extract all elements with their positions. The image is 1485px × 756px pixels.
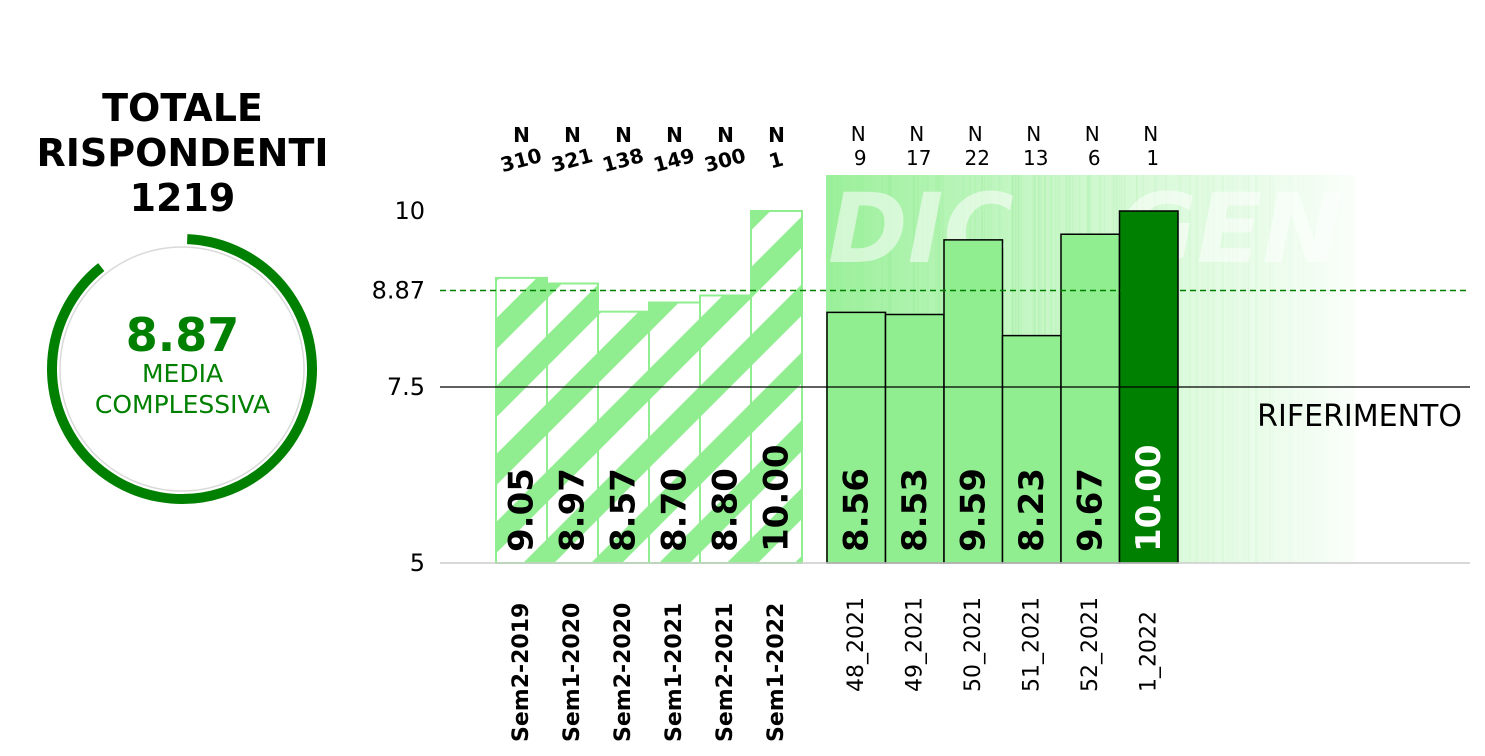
week-value-label: 8.53 [895,468,935,552]
week-n-label: N [1085,122,1100,146]
semester-value-label: 8.97 [553,468,593,552]
week-n-label: N [1026,122,1041,146]
week-n-value: 17 [906,146,931,170]
week-tick-label: 48_2021 [844,597,869,692]
semester-n-value: 149 [651,143,698,177]
week-tick-label: 51_2021 [1019,597,1044,692]
y-tick-label: 10 [394,197,425,225]
semester-n-value: 310 [498,143,545,177]
semester-value-label: 9.05 [502,468,542,552]
semester-value-label: 8.57 [604,468,644,552]
semester-tick-label: Sem1-2020 [560,603,585,742]
semester-n-value: 138 [600,143,647,177]
semester-n-value: 321 [549,143,596,177]
y-tick-label: 5 [410,549,425,577]
week-n-label: N [909,122,924,146]
week-n-value: 9 [854,146,867,170]
semester-n-value: 1 [766,147,786,174]
semester-tick-label: Sem2-2019 [509,603,534,742]
week-value-label: 9.59 [953,468,993,552]
week-tick-label: 50_2021 [961,597,986,692]
semester-value-label: 10.00 [757,444,797,552]
semester-n-label: N [717,123,734,147]
week-value-label: 10.00 [1129,444,1169,552]
semester-tick-label: Sem1-2022 [764,603,789,742]
week-n-value: 1 [1146,146,1159,170]
semester-n-label: N [768,123,785,147]
semester-tick-label: Sem1-2021 [662,603,687,742]
semester-n-label: N [615,123,632,147]
week-n-label: N [968,122,983,146]
week-n-label: N [851,122,866,146]
semester-n-value: 300 [702,143,749,177]
semester-n-label: N [666,123,683,147]
week-n-value: 22 [965,146,990,170]
semester-tick-label: Sem2-2021 [713,603,738,742]
y-tick-label: 8.87 [372,277,425,305]
y-tick-label: 7.5 [387,373,425,401]
week-value-label: 8.56 [836,468,876,552]
week-tick-label: 1_2022 [1136,611,1161,692]
week-n-label: N [1143,122,1158,146]
week-n-value: 6 [1088,146,1101,170]
week-n-value: 13 [1023,146,1048,170]
reference-label: RIFERIMENTO [1257,399,1462,434]
semester-tick-label: Sem2-2020 [611,603,636,742]
week-value-label: 8.23 [1012,468,1052,552]
week-value-label: 9.67 [1070,468,1110,552]
week-tick-label: 52_2021 [1078,597,1103,692]
semester-value-label: 8.80 [706,468,746,552]
semester-n-label: N [513,123,530,147]
week-tick-label: 49_2021 [902,597,927,692]
semester-n-label: N [564,123,581,147]
semester-value-label: 8.70 [655,468,695,552]
